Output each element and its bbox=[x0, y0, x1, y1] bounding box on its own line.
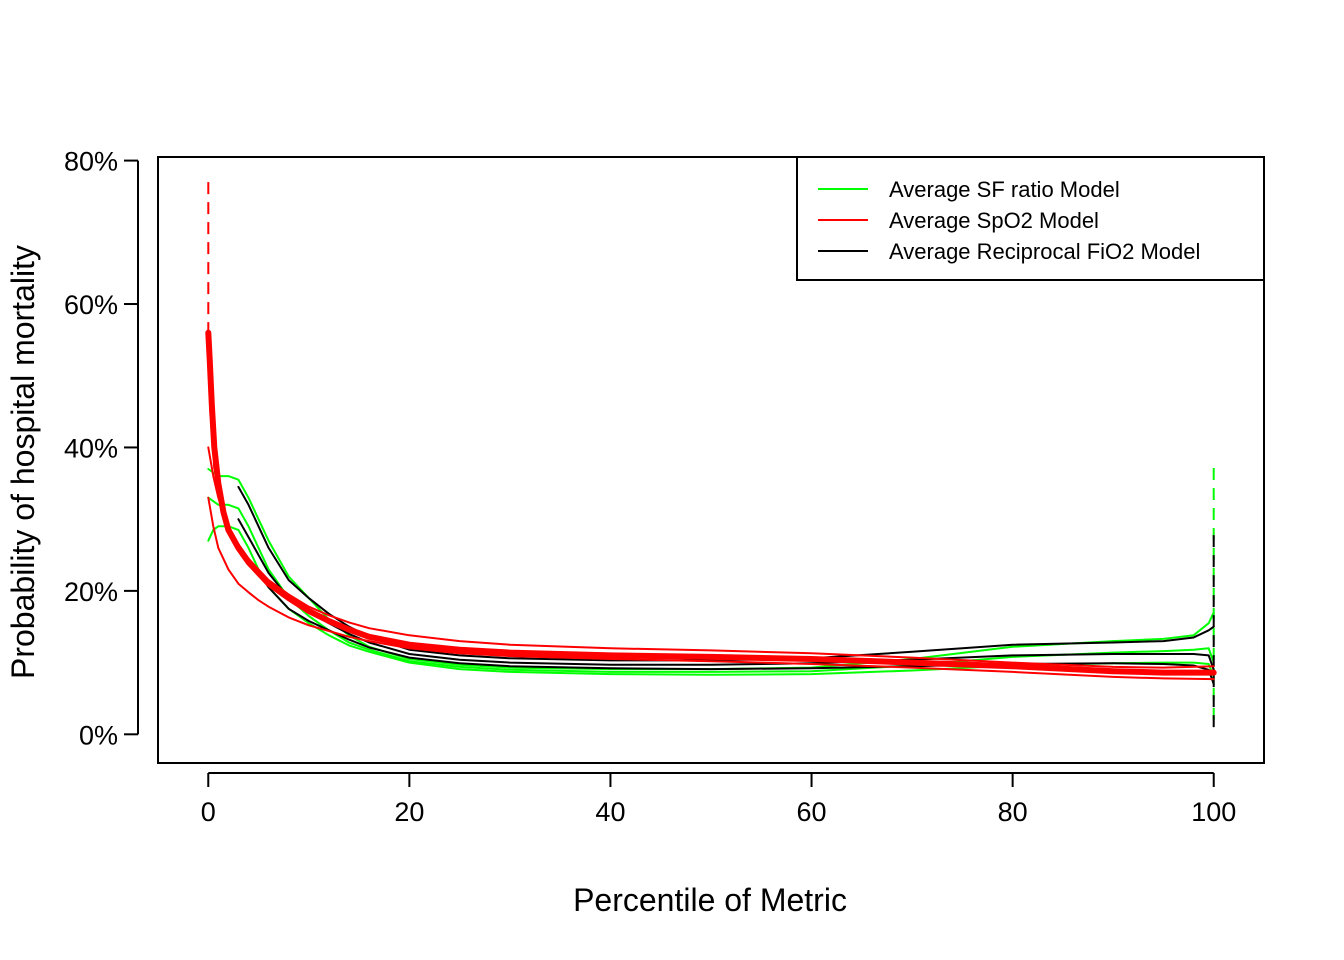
x-tick-label: 40 bbox=[595, 797, 625, 827]
x-tick-label: 20 bbox=[394, 797, 424, 827]
y-tick-label: 80% bbox=[64, 147, 118, 177]
legend-entries: Average SF ratio Model Average SpO2 Model… bbox=[818, 177, 1200, 264]
legend-label: Average Reciprocal FiO2 Model bbox=[889, 239, 1200, 264]
legend-label: Average SF ratio Model bbox=[889, 177, 1120, 202]
y-tick-label: 40% bbox=[64, 433, 118, 463]
x-tick-label: 60 bbox=[797, 797, 827, 827]
x-axis-title: Percentile of Metric bbox=[573, 882, 847, 918]
x-tick-label: 100 bbox=[1191, 797, 1236, 827]
x-tick-label: 0 bbox=[201, 797, 216, 827]
series-line-11 bbox=[207, 182, 216, 470]
y-tick-label: 60% bbox=[64, 290, 118, 320]
x-tick-label: 80 bbox=[998, 797, 1028, 827]
series-layer bbox=[205, 182, 1217, 728]
series-line-5 bbox=[237, 485, 1215, 662]
y-tick-label: 0% bbox=[79, 720, 118, 750]
y-axis-title: Probability of hospital mortality bbox=[5, 245, 41, 679]
legend-label: Average SpO2 Model bbox=[889, 208, 1099, 233]
series-line-4 bbox=[237, 518, 1215, 671]
axis-layer: 0 20 40 60 80 100 0% 20% 40% 60% 80% bbox=[64, 147, 1236, 827]
series-line-9 bbox=[207, 446, 1215, 669]
series-line-10 bbox=[207, 496, 1215, 681]
legend-box bbox=[796, 156, 1265, 281]
series-line-8 bbox=[205, 329, 1217, 676]
legend: Average SF ratio Model Average SpO2 Model… bbox=[796, 156, 1265, 281]
plot-frame bbox=[157, 156, 1265, 764]
y-tick-label: 20% bbox=[64, 577, 118, 607]
series-line-6 bbox=[237, 543, 1215, 686]
